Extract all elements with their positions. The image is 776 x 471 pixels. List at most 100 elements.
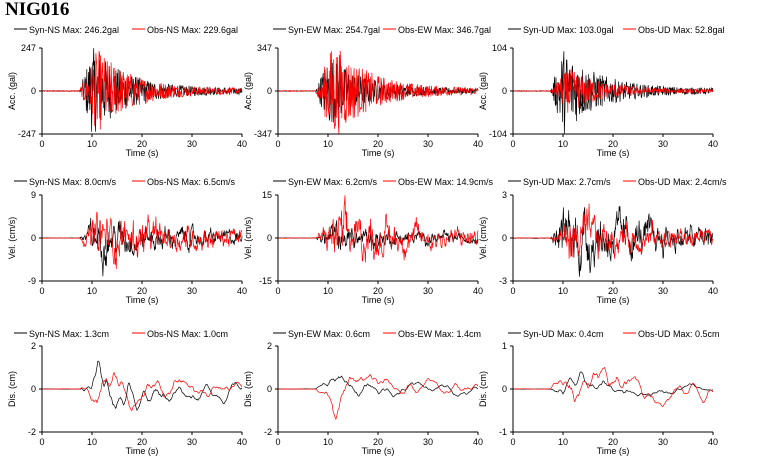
legend-label: Syn-EW Max: 0.6cm	[288, 329, 370, 339]
x-tick-label: 20	[608, 286, 618, 296]
x-tick-label: 20	[373, 286, 383, 296]
trace-obs-ew	[277, 50, 479, 135]
y-axis-label: Acc. (gal)	[7, 72, 17, 110]
legend-label: Obs-NS Max: 6.5cm/s	[147, 177, 236, 187]
x-tick-label: 10	[558, 139, 568, 149]
x-tick-label: 30	[187, 139, 197, 149]
x-tick-label: 10	[323, 139, 333, 149]
x-tick-label: 0	[510, 286, 515, 296]
y-tick-label: 0	[502, 384, 507, 394]
x-tick-label: 30	[658, 139, 668, 149]
panel-acc-2: Syn-UD Max: 103.0gal Obs-UD Max: 52.8gal 1…	[478, 25, 725, 158]
x-tick-label: 10	[87, 139, 97, 149]
x-tick-label: 20	[137, 139, 147, 149]
y-tick-label: -2	[28, 427, 36, 437]
x-tick-label: 30	[187, 286, 197, 296]
x-tick-label: 0	[275, 286, 280, 296]
x-tick-label: 20	[373, 437, 383, 447]
legend-label: Syn-EW Max: 6.2cm/s	[288, 177, 378, 187]
x-tick-label: 10	[558, 437, 568, 447]
trace-syn-ns	[42, 360, 243, 412]
trace-obs-ud	[512, 69, 714, 113]
y-tick-label: 15	[262, 190, 272, 200]
x-tick-label: 0	[275, 437, 280, 447]
y-tick-label: 0	[31, 86, 36, 96]
x-tick-label: 30	[187, 437, 197, 447]
x-tick-label: 10	[323, 437, 333, 447]
y-tick-label: -1	[499, 427, 507, 437]
x-tick-label: 40	[237, 139, 247, 149]
panel-vel-3: Syn-NS Max: 8.0cm/s Obs-NS Max: 6.5cm/s 9 0…	[7, 177, 247, 305]
legend-label: Obs-EW Max: 346.7gal	[398, 25, 491, 35]
y-tick-label: -104	[489, 129, 507, 139]
y-tick-label: 0	[502, 86, 507, 96]
x-tick-label: 0	[510, 437, 515, 447]
panel-vel-5: Syn-UD Max: 2.7cm/s Obs-UD Max: 2.4cm/s 3 0…	[478, 177, 727, 305]
y-tick-label: 247	[21, 43, 36, 53]
x-tick-label: 0	[39, 437, 44, 447]
x-tick-label: 40	[473, 286, 483, 296]
y-axis-label: Acc. (gal)	[243, 72, 253, 110]
x-tick-label: 30	[658, 437, 668, 447]
legend-label: Syn-UD Max: 2.7cm/s	[523, 177, 611, 187]
x-tick-label: 10	[87, 437, 97, 447]
y-tick-label: 0	[267, 86, 272, 96]
y-tick-label: -347	[254, 129, 272, 139]
x-axis-label: Time (s)	[597, 446, 630, 456]
x-axis-label: Time (s)	[362, 446, 395, 456]
x-axis-label: Time (s)	[126, 446, 159, 456]
x-tick-label: 40	[708, 286, 718, 296]
y-axis-label: Dis. (cm)	[243, 371, 253, 407]
x-tick-label: 40	[237, 286, 247, 296]
x-tick-label: 0	[39, 139, 44, 149]
x-tick-label: 30	[423, 286, 433, 296]
panel-vel-4: Syn-EW Max: 6.2cm/s Obs-EW Max: 14.9cm/s 1…	[243, 177, 494, 305]
y-tick-label: -9	[28, 276, 36, 286]
y-axis-label: Vel. (cm/s)	[478, 217, 488, 260]
legend-label: Syn-UD Max: 103.0gal	[523, 25, 614, 35]
legend-label: Obs-UD Max: 0.5cm	[638, 329, 720, 339]
x-tick-label: 20	[137, 286, 147, 296]
y-axis-label: Vel. (cm/s)	[243, 217, 253, 260]
y-tick-label: -15	[259, 276, 272, 286]
legend-label: Obs-UD Max: 2.4cm/s	[638, 177, 727, 187]
trace-obs-ew	[278, 374, 479, 420]
x-tick-label: 20	[373, 139, 383, 149]
x-axis-label: Time (s)	[126, 295, 159, 305]
x-tick-label: 40	[237, 437, 247, 447]
trace-obs-ns	[41, 50, 243, 130]
panel-acc-0: Syn-NS Max: 246.2gal Obs-NS Max: 229.6gal…	[7, 25, 247, 158]
trace-syn-ud	[512, 51, 714, 134]
x-tick-label: 0	[39, 286, 44, 296]
y-tick-label: 2	[267, 341, 272, 351]
y-tick-label: 0	[267, 233, 272, 243]
x-tick-label: 30	[423, 437, 433, 447]
x-tick-label: 40	[473, 437, 483, 447]
x-axis-label: Time (s)	[597, 148, 630, 158]
trace-obs-ns	[42, 371, 243, 412]
x-tick-label: 20	[137, 437, 147, 447]
y-tick-label: 347	[257, 43, 272, 53]
legend-label: Syn-NS Max: 1.3cm	[29, 329, 109, 339]
x-axis-label: Time (s)	[126, 148, 159, 158]
y-tick-label: 104	[492, 43, 507, 53]
legend-label: Syn-UD Max: 0.4cm	[523, 329, 604, 339]
trace-obs-ew	[277, 195, 479, 263]
y-tick-label: 3	[502, 190, 507, 200]
y-tick-label: 9	[31, 190, 36, 200]
x-tick-label: 0	[510, 139, 515, 149]
x-tick-label: 40	[708, 139, 718, 149]
x-tick-label: 40	[708, 437, 718, 447]
legend-label: Syn-EW Max: 254.7gal	[288, 25, 380, 35]
y-tick-label: 0	[502, 233, 507, 243]
x-tick-label: 10	[323, 286, 333, 296]
y-tick-label: -247	[18, 129, 36, 139]
y-tick-label: 0	[31, 233, 36, 243]
legend-label: Obs-NS Max: 229.6gal	[147, 25, 238, 35]
x-tick-label: 20	[608, 139, 618, 149]
x-tick-label: 10	[87, 286, 97, 296]
x-axis-label: Time (s)	[362, 148, 395, 158]
x-axis-label: Time (s)	[362, 295, 395, 305]
